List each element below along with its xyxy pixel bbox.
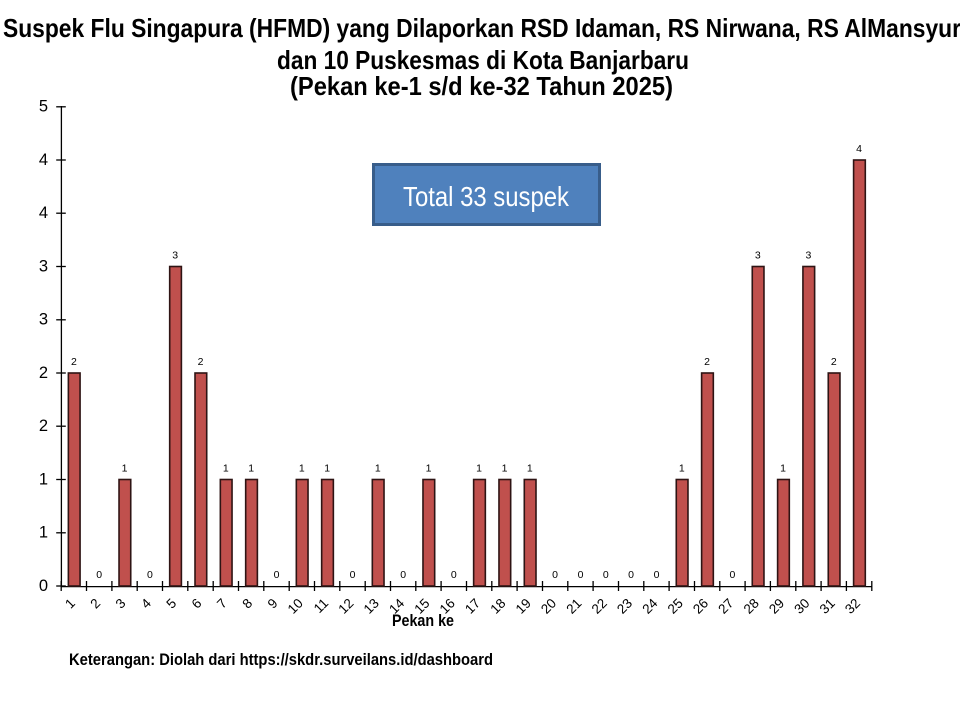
svg-text:1: 1 — [502, 463, 508, 475]
svg-text:25: 25 — [665, 596, 686, 617]
svg-text:12: 12 — [335, 596, 356, 617]
svg-text:5: 5 — [39, 98, 48, 116]
svg-text:4: 4 — [39, 151, 48, 169]
svg-text:1: 1 — [39, 524, 48, 542]
svg-text:1: 1 — [122, 463, 128, 475]
svg-text:1: 1 — [324, 463, 330, 475]
svg-text:2: 2 — [704, 356, 710, 368]
svg-text:24: 24 — [639, 595, 661, 617]
svg-text:0: 0 — [39, 577, 48, 595]
svg-text:1: 1 — [248, 463, 254, 475]
svg-text:0: 0 — [147, 569, 153, 581]
svg-text:1: 1 — [527, 463, 533, 475]
svg-text:0: 0 — [451, 569, 457, 581]
svg-text:0: 0 — [350, 569, 356, 581]
svg-text:2: 2 — [87, 596, 103, 612]
svg-text:2: 2 — [831, 356, 837, 368]
svg-text:5: 5 — [163, 596, 179, 612]
svg-text:4: 4 — [856, 143, 862, 155]
svg-text:3: 3 — [172, 250, 178, 262]
svg-text:1: 1 — [679, 463, 685, 475]
svg-text:0: 0 — [628, 569, 634, 581]
svg-text:8: 8 — [239, 596, 255, 612]
svg-text:31: 31 — [817, 596, 838, 617]
svg-text:1: 1 — [223, 463, 229, 475]
svg-text:9: 9 — [265, 596, 281, 612]
svg-text:2: 2 — [39, 364, 48, 382]
svg-text:2: 2 — [39, 417, 48, 435]
svg-text:19: 19 — [513, 596, 534, 617]
svg-text:26: 26 — [690, 596, 711, 617]
svg-text:0: 0 — [552, 569, 558, 581]
svg-text:20: 20 — [538, 596, 559, 617]
svg-text:3: 3 — [113, 596, 129, 612]
svg-text:3: 3 — [39, 311, 48, 329]
svg-text:0: 0 — [654, 569, 660, 581]
svg-text:0: 0 — [578, 569, 584, 581]
svg-text:2: 2 — [71, 356, 77, 368]
svg-text:27: 27 — [715, 596, 736, 617]
svg-text:3: 3 — [805, 250, 811, 262]
svg-text:6: 6 — [189, 596, 205, 612]
svg-text:1: 1 — [299, 463, 305, 475]
svg-text:17: 17 — [462, 596, 483, 617]
svg-text:22: 22 — [589, 596, 610, 617]
svg-text:4: 4 — [138, 595, 154, 611]
svg-text:0: 0 — [96, 569, 102, 581]
svg-text:28: 28 — [741, 596, 762, 617]
svg-text:7: 7 — [214, 596, 230, 612]
svg-text:3: 3 — [755, 250, 761, 262]
svg-text:2: 2 — [198, 356, 204, 368]
svg-text:0: 0 — [603, 569, 609, 581]
svg-text:0: 0 — [729, 569, 735, 581]
svg-text:23: 23 — [614, 596, 635, 617]
svg-text:0: 0 — [400, 569, 406, 581]
svg-text:10: 10 — [285, 596, 306, 617]
svg-text:18: 18 — [487, 596, 508, 617]
svg-text:3: 3 — [39, 257, 48, 275]
svg-text:1: 1 — [39, 470, 48, 488]
svg-text:13: 13 — [361, 596, 382, 617]
svg-text:1: 1 — [426, 463, 432, 475]
svg-text:1: 1 — [62, 596, 78, 612]
svg-text:1: 1 — [780, 463, 786, 475]
svg-text:21: 21 — [563, 596, 584, 617]
svg-text:1: 1 — [375, 463, 381, 475]
svg-text:29: 29 — [766, 596, 787, 617]
svg-text:32: 32 — [842, 596, 863, 617]
svg-text:11: 11 — [311, 596, 332, 617]
svg-text:4: 4 — [39, 204, 48, 222]
svg-text:30: 30 — [791, 596, 812, 617]
svg-text:1: 1 — [476, 463, 482, 475]
svg-text:0: 0 — [274, 569, 280, 581]
